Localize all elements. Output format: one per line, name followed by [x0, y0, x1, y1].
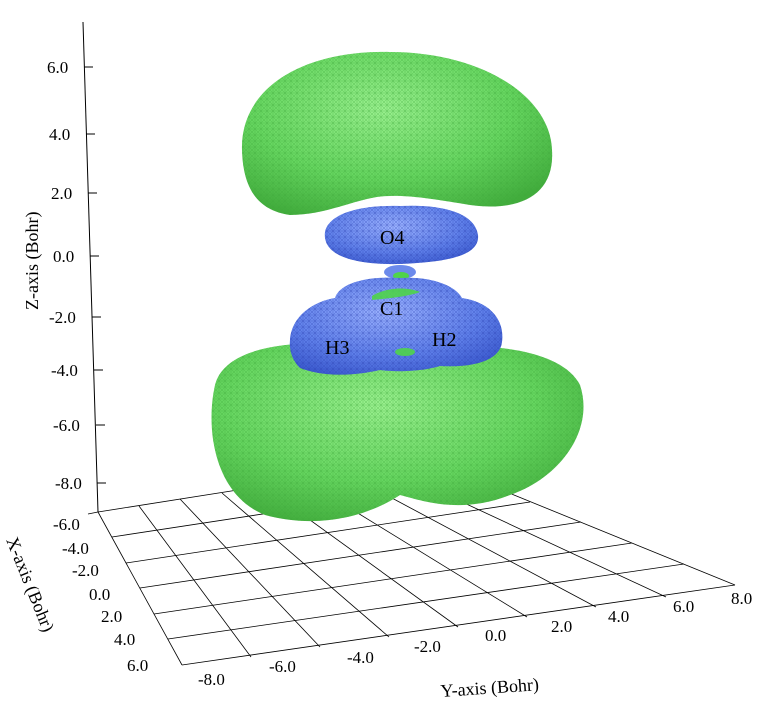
c1-h-negative-lobe [289, 277, 503, 375]
o4-negative-lobe [324, 205, 479, 265]
atom-labels: O4 C1 H3 H2 [325, 227, 456, 359]
z-tick-label: 6.0 [47, 58, 68, 77]
x-axis-title: X-axis (Bohr) [1, 534, 58, 635]
y-tick-label: 2.0 [551, 617, 572, 636]
atom-label-h3: H3 [325, 337, 349, 359]
y-tick-labels: -8.0 -6.0 -4.0 -2.0 0.0 2.0 4.0 6.0 8.0 [198, 589, 752, 689]
x-tick-labels: -6.0 -4.0 -2.0 0.0 2.0 4.0 6.0 [53, 515, 148, 675]
atom-label-h2: H2 [432, 329, 456, 351]
y-tick-label: -2.0 [414, 637, 441, 656]
z-tick-label: -8.0 [55, 474, 82, 493]
atom-label-c1: C1 [380, 298, 403, 320]
z-axis-line [82, 21, 106, 513]
z-tick-label: 4.0 [49, 125, 70, 144]
top-positive-lobe [241, 51, 553, 215]
z-tick-label: 0.0 [53, 247, 74, 266]
x-tick-label: -4.0 [62, 539, 89, 558]
z-tick-label: -6.0 [53, 416, 80, 435]
x-tick-label: -6.0 [53, 515, 80, 534]
y-tick-label: 0.0 [485, 626, 506, 645]
y-tick-label: 4.0 [608, 607, 629, 626]
z-tick-labels: 6.0 4.0 2.0 0.0 -2.0 -4.0 -6.0 -8.0 [47, 58, 82, 493]
y-tick-label: 8.0 [731, 589, 752, 608]
z-tick-label: -4.0 [51, 361, 78, 380]
bottom-positive-lobe [211, 343, 584, 522]
z-axis-title: Z-axis (Bohr) [22, 212, 43, 310]
y-tick-label: 6.0 [673, 597, 694, 616]
x-tick-label: -2.0 [72, 561, 99, 580]
x-tick-label: 0.0 [89, 585, 110, 604]
y-axis-title: Y-axis (Bohr) [440, 674, 540, 702]
atom-label-o4: O4 [380, 227, 404, 249]
y-tick-label: -4.0 [347, 648, 374, 667]
z-tick-label: -2.0 [49, 308, 76, 327]
y-tick-label: -8.0 [198, 670, 225, 689]
z-tick-label: 2.0 [51, 184, 72, 203]
y-tick-label: -6.0 [269, 657, 296, 676]
x-tick-label: 6.0 [127, 656, 148, 675]
x-tick-label: 4.0 [114, 630, 135, 649]
x-tick-label: 2.0 [101, 607, 122, 626]
